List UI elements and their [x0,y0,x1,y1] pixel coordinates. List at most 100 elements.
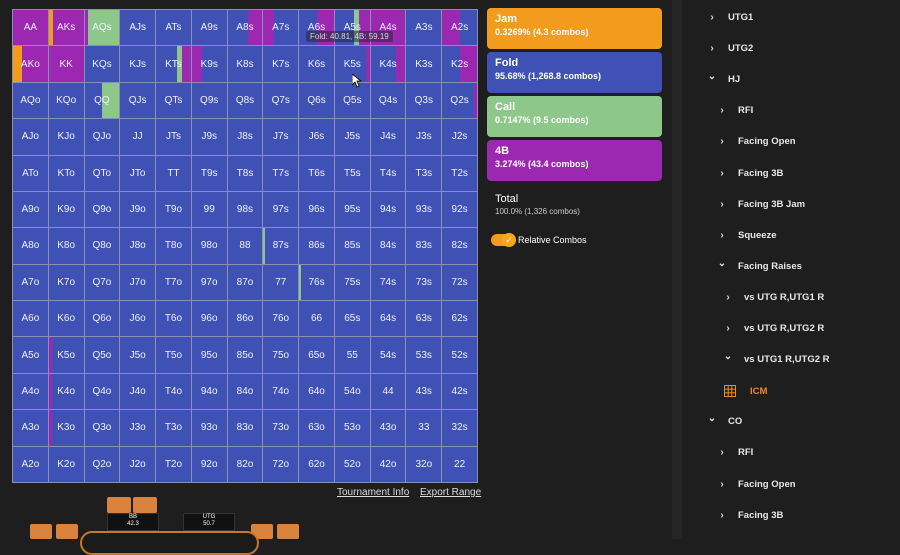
hand-cell[interactable]: 65s [334,301,370,337]
hand-cell[interactable]: 77 [263,264,299,301]
tree-node[interactable]: › Squeeze [716,230,776,241]
relative-combos-toggle[interactable]: ✓ [491,233,516,247]
tree-node[interactable]: › vs UTG R,UTG1 R [722,292,824,303]
hand-cell[interactable]: Q4s [370,82,406,119]
hand-cell[interactable]: Q3s [406,82,442,119]
hand-cell[interactable]: 32s [442,410,477,446]
tree-node[interactable]: › Facing 3B Jam [716,199,805,210]
hand-cell[interactable]: 52s [442,337,477,373]
hand-cell[interactable]: 52o [334,446,370,482]
hand-cell[interactable]: KJo [48,119,84,155]
hand-cell[interactable]: Q8s [227,82,263,119]
hand-cell[interactable]: T2s [442,155,477,191]
hand-cell[interactable]: QJo [84,119,120,155]
hand-cell[interactable]: 95s [334,191,370,228]
hand-cell[interactable]: 76s [299,264,334,301]
hand-cell[interactable]: T8s [227,155,263,191]
tree-node[interactable]: › Facing 3B [716,510,783,521]
hand-cell[interactable]: KQo [48,82,84,119]
hand-cell[interactable]: 82o [227,446,263,482]
hand-cell[interactable]: J2o [120,446,156,482]
tree-node[interactable]: ICM [724,385,767,398]
hand-cell[interactable]: T9s [191,155,227,191]
tree-node[interactable]: › RFI [716,105,753,116]
legend-four-bet[interactable]: 4B 3.274% (43.4 combos) [487,140,662,181]
hand-cell[interactable]: K5s [334,46,370,82]
hand-cell[interactable]: Q3o [84,410,120,446]
hand-cell[interactable]: 54o [334,373,370,410]
hand-cell[interactable]: T9o [156,191,191,228]
hand-cell[interactable]: 96o [191,301,227,337]
hand-cell[interactable]: 63o [299,410,334,446]
hand-cell[interactable]: J3o [120,410,156,446]
hand-cell[interactable]: 94o [191,373,227,410]
hand-cell[interactable]: 62s [442,301,477,337]
hand-cell[interactable]: A2o [13,446,48,482]
hand-cell[interactable]: 98s [227,191,263,228]
hand-cell[interactable]: T5s [334,155,370,191]
hand-cell[interactable]: J8s [227,119,263,155]
hand-cell[interactable]: QJs [120,82,156,119]
hand-cell[interactable]: K2s [442,46,477,82]
hand-cell[interactable]: 32o [406,446,442,482]
hand-cell[interactable]: K2o [48,446,84,482]
hand-cell[interactable]: 42o [370,446,406,482]
hand-cell[interactable]: KQs [84,46,120,82]
hand-cell[interactable]: 95o [191,337,227,373]
hand-cell[interactable]: Q6s [299,82,334,119]
hand-cell[interactable]: 84o [227,373,263,410]
hand-cell[interactable]: J9o [120,191,156,228]
hand-cell[interactable]: 83s [406,228,442,264]
hand-cell[interactable]: 74s [370,264,406,301]
hand-cell[interactable]: Q5o [84,337,120,373]
hand-cell[interactable]: T7s [263,155,299,191]
hand-cell[interactable]: JTo [120,155,156,191]
hand-cell[interactable]: 75o [263,337,299,373]
hand-cell[interactable]: 43o [370,410,406,446]
hand-cell[interactable]: 73o [263,410,299,446]
hand-cell[interactable]: 63s [406,301,442,337]
tree-node[interactable]: › Facing Open [716,479,795,490]
hand-cell[interactable]: QTs [156,82,191,119]
hand-cell[interactable]: KTs [156,46,191,82]
tournament-info-link[interactable]: Tournament Info [337,487,410,498]
hand-cell[interactable]: TT [156,155,191,191]
hand-cell[interactable]: KTo [48,155,84,191]
hand-cell[interactable]: 65o [299,337,334,373]
hand-cell[interactable]: T7o [156,264,191,301]
hand-cell[interactable]: 98o [191,228,227,264]
hand-cell[interactable]: K9o [48,191,84,228]
hand-cell[interactable]: 22 [442,446,477,482]
hand-cell[interactable]: 53s [406,337,442,373]
hand-cell[interactable]: Q6o [84,301,120,337]
hand-cell[interactable]: 94s [370,191,406,228]
hand-cell[interactable]: QQ [84,82,120,119]
hand-cell[interactable]: A4o [13,373,48,410]
hand-cell[interactable]: K6s [299,46,334,82]
hand-cell[interactable]: J5o [120,337,156,373]
hand-cell[interactable]: T4s [370,155,406,191]
hand-cell[interactable]: A7o [13,264,48,301]
hand-cell[interactable]: A2s [442,10,477,46]
hand-cell[interactable]: AQs [84,10,120,46]
hand-cell[interactable]: JTs [156,119,191,155]
hand-cell[interactable]: J2s [442,119,477,155]
hand-cell[interactable]: A3s [406,10,442,46]
hand-cell[interactable]: J9s [191,119,227,155]
hand-cell[interactable]: 86o [227,301,263,337]
hand-cell[interactable]: AKo [13,46,48,82]
hand-cell[interactable]: 83o [227,410,263,446]
hand-cell[interactable]: J4o [120,373,156,410]
tree-node[interactable]: ⌄ vs UTG1 R,UTG2 R [722,351,830,365]
hand-cell[interactable]: Q2s [442,82,477,119]
hand-cell[interactable]: T3s [406,155,442,191]
tree-node[interactable]: › Facing 3B [716,168,783,179]
hand-cell[interactable]: 72o [263,446,299,482]
tree-node[interactable]: ⌄ Facing Raises [716,258,802,272]
tree-node[interactable]: › vs UTG R,UTG2 R [722,323,824,334]
hand-cell[interactable]: 87o [227,264,263,301]
hand-cell[interactable]: A7s [263,10,299,46]
hand-cell[interactable]: Q7o [84,264,120,301]
hand-cell[interactable]: 92o [191,446,227,482]
hand-cell[interactable]: 84s [370,228,406,264]
